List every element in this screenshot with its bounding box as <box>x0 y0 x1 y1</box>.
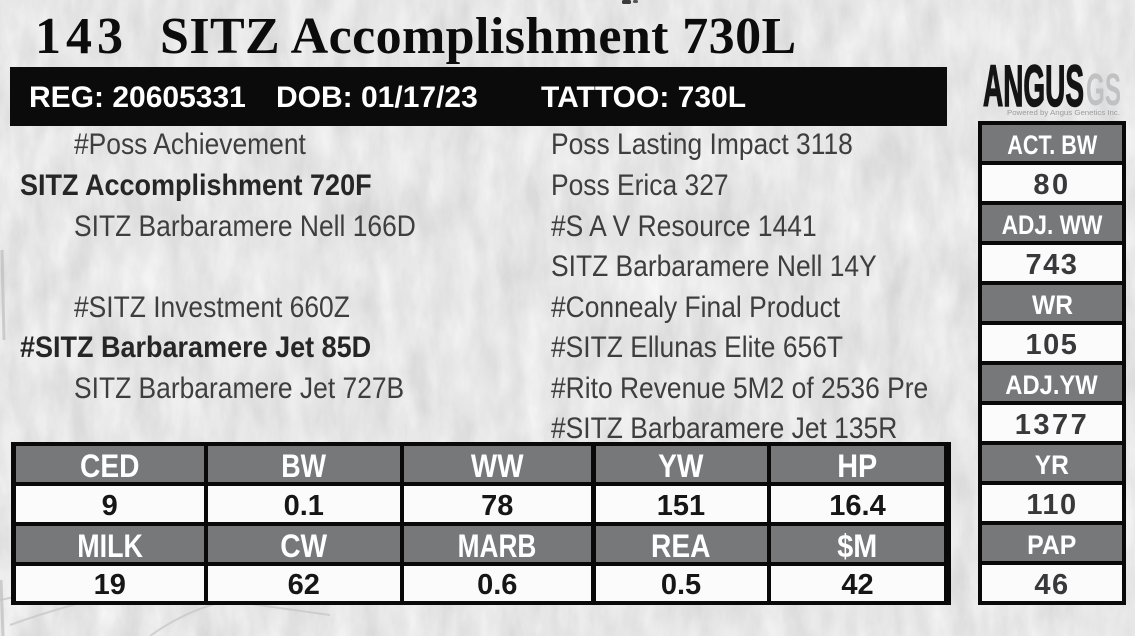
svg-text:Powered by Angus Genetics Inc.: Powered by Angus Genetics Inc. <box>1007 108 1120 117</box>
svg-text:GS: GS <box>1086 64 1121 115</box>
svg-text:ANGUS: ANGUS <box>983 60 1084 119</box>
